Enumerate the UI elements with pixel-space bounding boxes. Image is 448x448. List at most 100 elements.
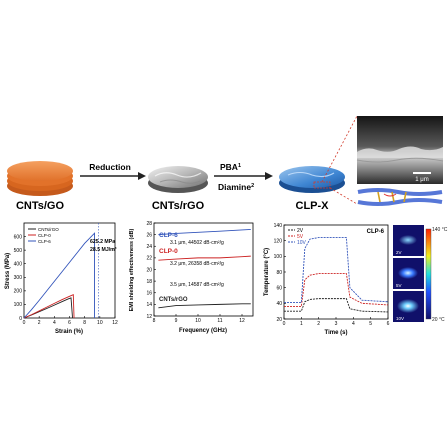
stress-strain-chart: 0 2 4 6 8 10 12 0 100 200 300 400 500 600 CNTs/rGO CL… — [5, 222, 118, 335]
x-tick-label: 11 — [217, 318, 222, 324]
y-tick-label: 500 — [14, 248, 23, 254]
y-tick-label: 100 — [274, 254, 283, 260]
y-tick-label: 60 — [276, 285, 282, 291]
x-tick-label: 4 — [53, 320, 56, 326]
stage-label-clp-x: CLP-X — [296, 200, 330, 212]
y-tick-label: 600 — [14, 234, 23, 240]
legend-entry: 10V — [297, 240, 307, 246]
series-label-clp-0: CLP-0 — [159, 248, 178, 255]
annotation: 3.5 μm, 14587 dB·cm²/g — [170, 282, 224, 288]
y-tick-label: 0 — [19, 316, 22, 322]
legend-entry: 5V — [297, 234, 304, 240]
series-label-clp-6: CLP-6 — [159, 232, 178, 239]
series-line-5v — [284, 273, 389, 307]
y-tick-label: 16 — [146, 291, 152, 297]
molecular-structure-illustration — [357, 186, 443, 208]
scale-bar — [413, 172, 431, 174]
clp-x-disk — [279, 166, 345, 193]
x-tick-label: 5 — [369, 321, 372, 327]
legend-entry: CLP-0 — [38, 233, 51, 238]
x-tick-label: 1 — [300, 321, 303, 327]
svg-text:10V: 10V — [396, 316, 404, 321]
svg-text:5V: 5V — [396, 283, 402, 288]
scale-bar-label: 1 μm — [415, 177, 428, 183]
annotation: 28.5 MJ/m³ — [90, 247, 117, 253]
y-tick-label: 40 — [276, 301, 282, 307]
x-tick-label: 3 — [335, 321, 338, 327]
annotation: 3.1 μm, 44502 dB·cm²/g — [170, 240, 224, 246]
series-line-clp-6 — [23, 232, 95, 319]
arrow-head-icon — [265, 172, 273, 180]
x-tick-label: 0 — [23, 320, 26, 326]
y-tick-label: 120 — [274, 238, 283, 244]
x-axis-label: Frequency (GHz) — [179, 328, 227, 334]
sem-image: 1 μm — [356, 116, 444, 184]
arrow-head-icon — [138, 172, 146, 180]
y-tick-label: 28 — [146, 221, 152, 227]
x-tick-label: 0 — [283, 321, 286, 327]
y-tick-label: 22 — [146, 256, 152, 262]
reduction-label: Reduction — [89, 162, 131, 172]
stage-label-cnts-go: CNTs/GO — [16, 200, 65, 212]
x-tick-label: 8 — [83, 320, 86, 326]
cnts-rgo-disk — [148, 166, 208, 193]
y-tick-label: 18 — [146, 279, 152, 285]
series-line-clp-0 — [23, 293, 75, 319]
x-axis-label: Time (s) — [325, 330, 348, 336]
x-tick-label: 4 — [352, 321, 355, 327]
chart-title: CLP-6 — [367, 229, 385, 235]
x-tick-label: 9 — [175, 318, 178, 324]
series-label-cnts-rgo: CNTs/rGO — [159, 297, 188, 303]
thermal-images: 2V 5V 10V 140 °C 20 °C — [393, 225, 448, 323]
x-tick-label: 10 — [97, 320, 103, 326]
x-tick-label: 10 — [195, 318, 201, 324]
diamine-label: Diamine2 — [218, 182, 254, 192]
temperature-chart: 0 1 2 3 4 5 6 20 40 60 80 100 120 140 2V 5V 10V CLP-6… — [264, 223, 390, 336]
y-tick-label: 300 — [14, 275, 23, 281]
x-tick-label: 8 — [153, 318, 156, 324]
y-tick-label: 26 — [146, 232, 152, 238]
legend: CNTs/rGO CLP-0 CLP-6 — [28, 227, 59, 244]
schematic: CNTs/GO Reduction CNTs/rGO PBA1 Diamine2… — [7, 115, 444, 212]
y-tick-label: 140 — [274, 223, 283, 229]
y-tick-label: 24 — [146, 244, 152, 250]
series-line-cnts-rgo — [23, 297, 73, 319]
y-tick-label: 80 — [276, 270, 282, 276]
legend-entry: 2V — [297, 228, 304, 234]
y-axis-label: Temperature (°C) — [264, 248, 270, 296]
y-axis-label: Stress (MPa) — [5, 253, 11, 289]
series-line-clp-0 — [158, 255, 251, 261]
y-tick-label: 14 — [146, 302, 152, 308]
color-bar-max: 140 °C — [432, 227, 448, 233]
legend-entry: CLP-6 — [38, 239, 51, 244]
y-axis-label: EMI shielding effectiveness (dB) — [129, 228, 135, 311]
x-tick-label: 6 — [387, 321, 390, 327]
legend-entry: CNTs/rGO — [38, 227, 59, 232]
y-tick-label: 100 — [14, 302, 23, 308]
series-line-cnts-rgo — [158, 303, 251, 309]
svg-text:2V: 2V — [396, 250, 402, 255]
pba-label: PBA1 — [220, 162, 241, 172]
x-tick-label: 12 — [239, 318, 245, 324]
y-tick-label: 200 — [14, 289, 23, 295]
x-tick-label: 2 — [317, 321, 320, 327]
x-tick-label: 2 — [38, 320, 41, 326]
annotation: 625.2 MPa — [90, 239, 115, 245]
y-tick-label: 20 — [276, 317, 282, 323]
series-line-10v — [284, 237, 389, 303]
cnts-go-disk — [7, 161, 73, 196]
y-tick-label: 20 — [146, 267, 152, 273]
x-tick-label: 12 — [112, 320, 118, 326]
series-line-clp-6 — [158, 228, 251, 236]
legend: 2V 5V 10V — [288, 228, 307, 246]
stage-label-cnts-rgo: CNTs/rGO — [152, 200, 205, 212]
color-bar-min: 20 °C — [432, 317, 445, 323]
color-bar — [425, 228, 432, 320]
annotation: 3.2 μm, 26358 dB·cm²/g — [170, 261, 224, 267]
y-tick-label: 12 — [146, 314, 152, 320]
x-axis-label: Strain (%) — [55, 329, 83, 335]
y-tick-label: 400 — [14, 262, 23, 268]
series-line-2v — [284, 298, 389, 313]
x-tick-label: 6 — [68, 320, 71, 326]
